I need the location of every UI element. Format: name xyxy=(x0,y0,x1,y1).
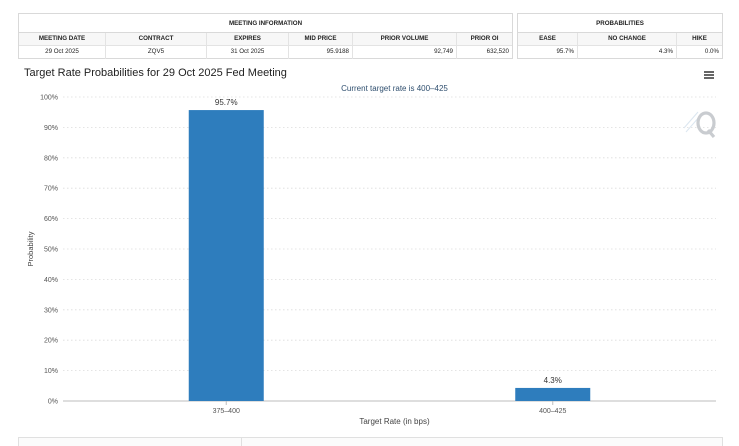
header-hike: HIKE xyxy=(677,33,722,45)
x-tick-label-1: 375–400 xyxy=(213,408,240,415)
y-tick-label-10: 10% xyxy=(44,368,58,375)
cell-meeting-date: 29 Oct 2025 xyxy=(19,46,106,59)
data-label-1: 95.7% xyxy=(215,98,238,107)
probabilities-table: PROBABILITIES EASE NO CHANGE HIKE 95.7% … xyxy=(517,13,723,59)
y-tick-label-50: 50% xyxy=(44,247,58,254)
y-tick-label-80: 80% xyxy=(44,155,58,162)
y-tick-label-40: 40% xyxy=(44,277,58,284)
cell-expires: 31 Oct 2025 xyxy=(207,46,289,59)
bottom-panel-edge xyxy=(18,437,723,446)
hamburger-menu-icon[interactable] xyxy=(704,71,714,79)
bar-1[interactable] xyxy=(188,110,264,402)
y-tick-label-0: 0% xyxy=(48,399,58,406)
x-tick-label-2: 400–425 xyxy=(539,408,566,415)
meeting-table-header-row: MEETING DATE CONTRACT EXPIRES MID PRICE … xyxy=(19,33,512,46)
data-label-2: 4.3% xyxy=(544,376,562,385)
meeting-table-title: MEETING INFORMATION xyxy=(19,14,512,33)
x-axis-title: Target Rate (in bps) xyxy=(359,417,430,426)
cell-contract: ZQV5 xyxy=(106,46,207,59)
header-ease: EASE xyxy=(518,33,578,45)
probabilities-table-title: PROBABILITIES xyxy=(518,14,722,33)
meeting-information-table: MEETING INFORMATION MEETING DATE CONTRAC… xyxy=(18,13,513,59)
y-tick-label-70: 70% xyxy=(44,186,58,193)
y-tick-label-30: 30% xyxy=(44,307,58,314)
cell-no-change: 4.3% xyxy=(578,46,677,59)
y-tick-label-60: 60% xyxy=(44,216,58,223)
header-prior-volume: PRIOR VOLUME xyxy=(353,33,457,45)
chart-title: Target Rate Probabilities for 29 Oct 202… xyxy=(24,67,287,79)
header-no-change: NO CHANGE xyxy=(578,33,677,45)
header-expires: EXPIRES xyxy=(207,33,289,45)
header-mid-price: MID PRICE xyxy=(289,33,353,45)
cell-prior-volume: 92,749 xyxy=(353,46,457,59)
cell-ease: 95.7% xyxy=(518,46,578,59)
probabilities-row: 95.7% 4.3% 0.0% xyxy=(518,46,722,59)
y-tick-label-100: 100% xyxy=(40,95,58,102)
meeting-table-row: 29 Oct 2025 ZQV5 31 Oct 2025 95.9188 92,… xyxy=(19,46,512,59)
chart-subtitle: Current target rate is 400–425 xyxy=(341,84,448,93)
cell-hike: 0.0% xyxy=(704,48,719,55)
cell-prior-oi: 632,520 xyxy=(486,48,509,55)
header-prior-oi: PRIOR OI xyxy=(457,33,512,45)
cell-mid-price: 95.9188 xyxy=(289,46,353,59)
probabilities-header-row: EASE NO CHANGE HIKE xyxy=(518,33,722,46)
y-tick-label-90: 90% xyxy=(44,125,58,132)
y-axis-title: Probability xyxy=(26,231,35,266)
header-meeting-date: MEETING DATE xyxy=(19,33,106,45)
y-tick-label-20: 20% xyxy=(44,338,58,345)
header-contract: CONTRACT xyxy=(106,33,207,45)
bar-2[interactable] xyxy=(515,387,591,401)
watermark-logo-icon xyxy=(683,111,716,139)
